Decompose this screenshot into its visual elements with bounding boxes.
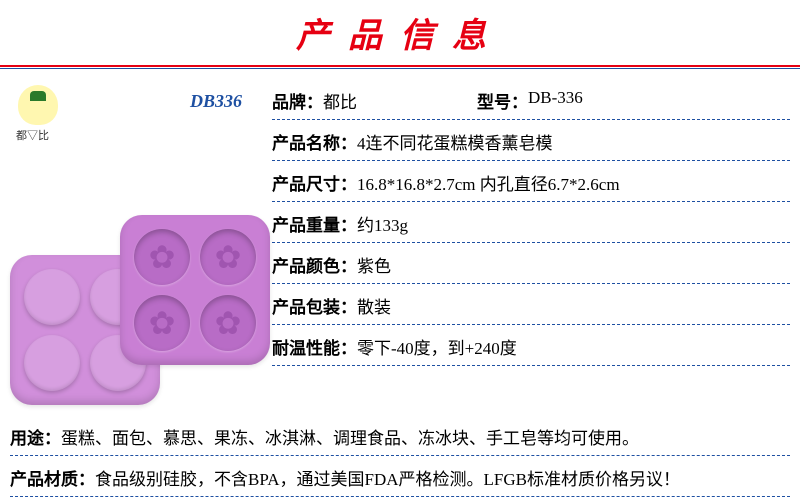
spec-row-usage: 用途： 蛋糕、面包、慕思、果冻、冰淇淋、调理食品、冻冰块、手工皂等均可使用。 bbox=[10, 415, 790, 456]
brand-value: 都比 bbox=[323, 88, 357, 113]
spec-row-weight: 产品重量： 约133g bbox=[272, 202, 790, 243]
page-title: 产品信息 bbox=[0, 8, 800, 57]
material-value: 食品级别硅胶，不含BPA，通过美国FDA严格检测。LFGB标准材质价格另议！ bbox=[95, 465, 680, 490]
usage-value: 蛋糕、面包、慕思、果冻、冰淇淋、调理食品、冻冰块、手工皂等均可使用。 bbox=[61, 424, 639, 449]
divider-blue bbox=[0, 68, 800, 69]
spec-row-material: 产品材质： 食品级别硅胶，不含BPA，通过美国FDA严格检测。LFGB标准材质价… bbox=[10, 456, 790, 497]
package-value: 散装 bbox=[357, 293, 391, 318]
name-value: 4连不同花蛋糕模香薰皂模 bbox=[357, 129, 553, 154]
cavity-flower-icon bbox=[134, 229, 190, 285]
weight-label: 产品重量： bbox=[272, 211, 357, 236]
size-value: 16.8*16.8*2.7cm 内孔直径6.7*2.6cm bbox=[357, 170, 620, 195]
spec-row-color: 产品颜色： 紫色 bbox=[272, 243, 790, 284]
logo-caption: 都▽比 bbox=[16, 127, 49, 143]
cavity-flower-icon bbox=[134, 295, 190, 351]
left-column: 都▽比 DB336 bbox=[10, 79, 270, 415]
package-label: 产品包装： bbox=[272, 293, 357, 318]
mold-front-icon bbox=[120, 215, 270, 365]
bottom-section: 用途： 蛋糕、面包、慕思、果冻、冰淇淋、调理食品、冻冰块、手工皂等均可使用。 产… bbox=[0, 415, 800, 497]
size-label: 产品尺寸： bbox=[272, 170, 357, 195]
divider-red bbox=[0, 65, 800, 67]
weight-value: 约133g bbox=[357, 211, 408, 236]
spec-row-temp: 耐温性能： 零下-40度，到+240度 bbox=[272, 325, 790, 366]
brand-logo-icon bbox=[18, 85, 58, 125]
color-value: 紫色 bbox=[357, 252, 391, 277]
temp-label: 耐温性能： bbox=[272, 334, 357, 359]
cavity-icon bbox=[24, 335, 80, 391]
model-label: 型号： bbox=[477, 88, 528, 113]
name-label: 产品名称： bbox=[272, 129, 357, 154]
spec-row-package: 产品包装： 散装 bbox=[272, 284, 790, 325]
product-image bbox=[10, 195, 270, 415]
content-area: 都▽比 DB336 品牌： 都比 型号： DB-336 产品名称： bbox=[0, 79, 800, 415]
product-code: DB336 bbox=[190, 91, 242, 112]
spec-row-name: 产品名称： 4连不同花蛋糕模香薰皂模 bbox=[272, 120, 790, 161]
cavity-icon bbox=[24, 269, 80, 325]
spec-list: 品牌： 都比 型号： DB-336 产品名称： 4连不同花蛋糕模香薰皂模 产品尺… bbox=[270, 79, 790, 415]
temp-value: 零下-40度，到+240度 bbox=[357, 334, 517, 359]
color-label: 产品颜色： bbox=[272, 252, 357, 277]
cavity-flower-icon bbox=[200, 229, 256, 285]
cavity-flower-icon bbox=[200, 295, 256, 351]
model-value: DB-336 bbox=[528, 88, 583, 113]
spec-row-size: 产品尺寸： 16.8*16.8*2.7cm 内孔直径6.7*2.6cm bbox=[272, 161, 790, 202]
brand-label: 品牌： bbox=[272, 88, 323, 113]
material-label: 产品材质： bbox=[10, 465, 95, 490]
usage-label: 用途： bbox=[10, 424, 61, 449]
spec-row-brand: 品牌： 都比 型号： DB-336 bbox=[272, 79, 790, 120]
header: 产品信息 bbox=[0, 0, 800, 61]
